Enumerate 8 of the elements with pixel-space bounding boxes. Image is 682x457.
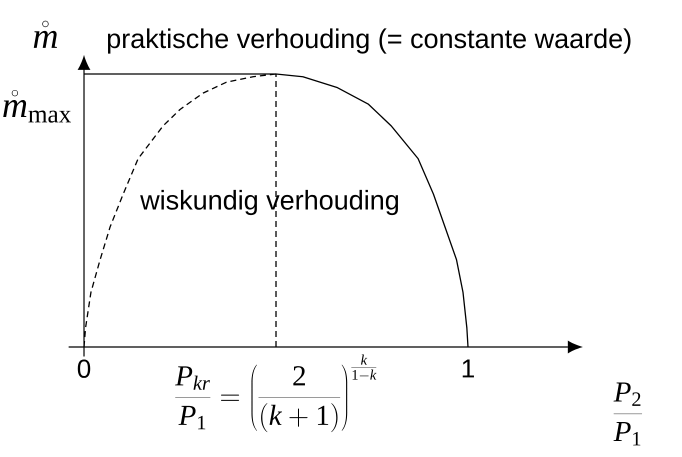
series-label: wiskundig verhouding	[140, 190, 398, 216]
annotation: $\frac{P_{kr}}{P_1}=\left(\frac{2}{(k+1)}\right)^{\frac{k}{1-k}}$	[175, 354, 376, 432]
x-axis-title: $\frac{P_2}{P_1}$	[614, 382, 642, 446]
series-label: praktische verhouding (= constante waarde)	[108, 28, 630, 54]
x-tick-label: 0	[78, 360, 90, 378]
y-axis-title: $\mathring{m}$	[34, 20, 57, 48]
annotation: $\mathring{m}_{\max}$	[3, 90, 72, 123]
x-tick-label: 1	[462, 360, 474, 378]
